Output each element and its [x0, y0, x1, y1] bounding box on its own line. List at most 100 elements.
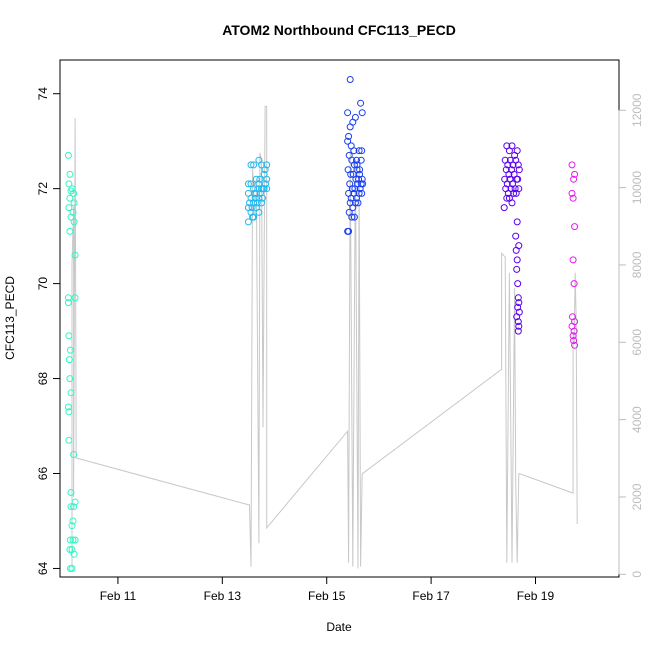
x-axis: Feb 11 Feb 13 Feb 15 Feb 17 Feb 19: [100, 576, 555, 603]
plot-frame: [59, 59, 620, 578]
data-point: [71, 251, 79, 259]
data-point: [259, 194, 266, 202]
data-point: [68, 185, 76, 193]
data-point: [355, 189, 363, 197]
data-point: [66, 227, 74, 235]
data-point: [345, 132, 353, 140]
data-point: [70, 218, 78, 226]
y-tick-label: 72: [36, 182, 50, 196]
data-point: [356, 166, 364, 174]
data-point: [515, 166, 523, 174]
data-point: [569, 194, 577, 202]
data-point: [248, 204, 256, 212]
y2-tick-label: 8000: [630, 251, 644, 278]
data-point: [570, 175, 578, 183]
data-point: [66, 194, 74, 202]
y2-axis: 0 2000 4000 6000 8000 10000 12000: [618, 93, 644, 578]
data-point: [571, 170, 579, 178]
data-point: [263, 161, 271, 169]
y2-tick-label: 12000: [630, 93, 644, 127]
data-point: [500, 204, 508, 212]
data-point: [67, 389, 75, 397]
data-point: [514, 294, 522, 302]
x-axis-label: Date: [326, 620, 352, 634]
data-point: [67, 489, 75, 496]
data-point: [512, 232, 520, 240]
x-tick-label: Feb 11: [100, 589, 137, 603]
data-point: [70, 199, 78, 207]
data-point: [346, 123, 354, 131]
data-point: [355, 147, 363, 155]
data-point: [258, 199, 265, 207]
series-0: [64, 151, 79, 572]
data-point: [65, 204, 73, 212]
data-point: [64, 403, 72, 411]
y-tick-label: 74: [36, 87, 50, 101]
data-point: [67, 213, 75, 221]
data-point: [359, 180, 367, 188]
data-point: [64, 299, 72, 307]
data-point: [570, 280, 578, 288]
x-tick-label: Feb 13: [204, 589, 242, 603]
data-point: [68, 565, 76, 572]
data-point: [261, 166, 269, 174]
data-point: [503, 194, 511, 202]
data-point: [513, 265, 521, 273]
y-axis: 64 66 68 70 72 74: [36, 87, 61, 575]
secondary-line-layer: [71, 105, 578, 569]
secondary-series-line: [71, 105, 578, 569]
points-layer: [64, 76, 579, 572]
data-point: [351, 199, 359, 207]
data-point: [69, 208, 77, 216]
data-point: [249, 213, 257, 221]
data-point: [262, 180, 270, 188]
data-point: [508, 142, 516, 150]
data-point: [258, 161, 265, 169]
data-point: [350, 147, 358, 155]
y2-tick-label: 0: [630, 571, 644, 578]
data-point: [513, 218, 521, 226]
data-point: [66, 170, 74, 178]
data-point: [69, 536, 77, 544]
y-axis-label: CFC113_PECD: [3, 276, 17, 360]
data-point: [570, 337, 578, 345]
data-point: [510, 189, 518, 197]
data-point: [66, 536, 74, 544]
data-point: [65, 408, 73, 416]
data-point: [70, 550, 78, 558]
data-point: [569, 256, 577, 264]
data-point: [571, 223, 579, 231]
data-point: [255, 208, 263, 216]
data-point: [263, 185, 271, 193]
data-point: [64, 151, 72, 159]
data-point: [571, 341, 579, 349]
data-point: [66, 546, 74, 553]
data-point: [357, 156, 365, 164]
data-point: [350, 213, 358, 221]
data-point: [65, 436, 73, 444]
data-point: [514, 318, 522, 326]
data-point: [247, 161, 255, 169]
data-point: [69, 517, 77, 525]
data-point: [263, 175, 271, 183]
data-point: [344, 137, 352, 145]
data-point: [71, 536, 79, 544]
data-point: [358, 189, 366, 197]
data-point: [513, 147, 521, 155]
y2-tick-label: 2000: [630, 483, 644, 510]
y-tick-label: 70: [36, 277, 50, 291]
chart-title: ATOM2 Northbound CFC113_PECD: [222, 22, 456, 38]
data-point: [514, 161, 522, 169]
data-point: [512, 246, 520, 254]
data-point: [513, 256, 521, 264]
y2-tick-label: 10000: [630, 171, 644, 205]
y2-tick-label: 6000: [630, 329, 644, 356]
y-tick-label: 68: [36, 372, 50, 386]
data-point: [64, 294, 72, 302]
x-tick-label: Feb 17: [412, 589, 450, 603]
data-point: [344, 109, 352, 117]
data-point: [515, 185, 523, 193]
data-point: [514, 280, 522, 288]
x-tick-label: Feb 19: [517, 589, 555, 603]
